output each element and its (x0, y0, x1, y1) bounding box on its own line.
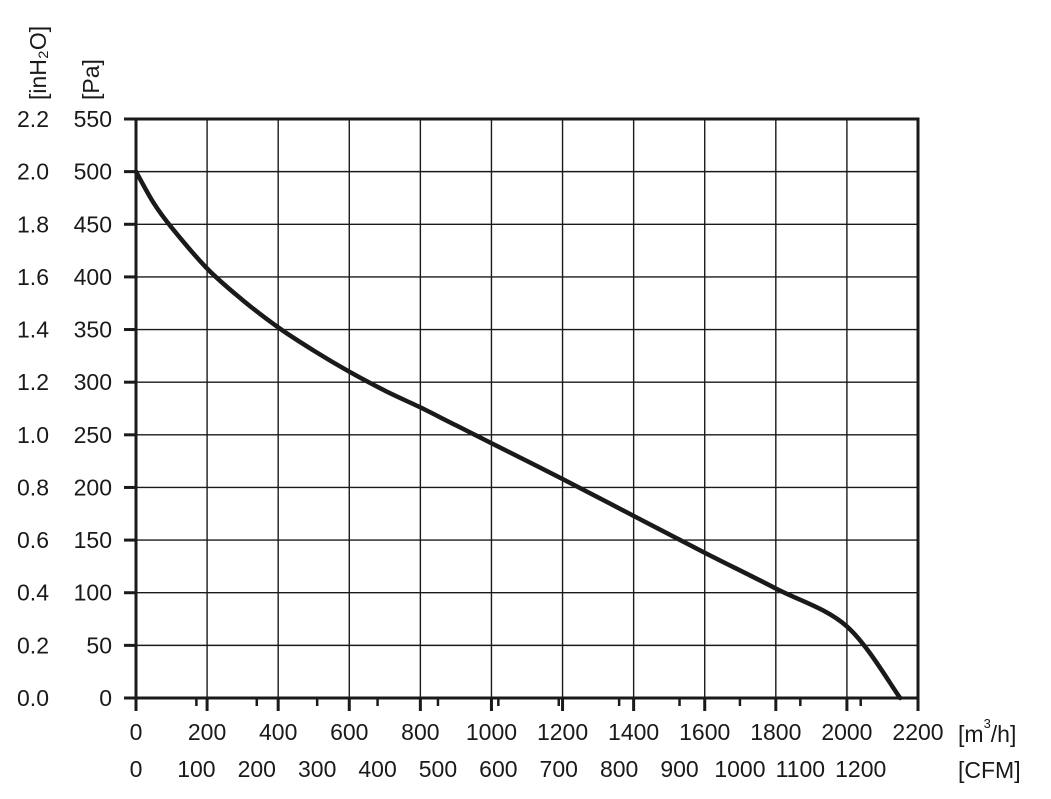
y-secondary-tick-label: 1.0 (17, 422, 49, 448)
x-tick-label: 600 (330, 719, 368, 745)
x-secondary-tick-label: 1200 (835, 756, 886, 782)
y-secondary-tick-label: 0.6 (17, 527, 49, 553)
y-tick-label: 0 (99, 685, 112, 711)
y-secondary-tick-label: 0.0 (17, 685, 49, 711)
y-tick-label: 50 (86, 632, 112, 658)
y-unit-inh2o: [inH₂O] (25, 26, 51, 100)
x-unit-m3h-base: [m (958, 721, 984, 747)
y-tick-label: 100 (74, 580, 112, 606)
x-secondary-tick-label: 1000 (714, 756, 765, 782)
x-secondary-tick-label: 500 (419, 756, 457, 782)
y-tick-label: 350 (74, 317, 112, 343)
x-tick-label: 200 (188, 719, 226, 745)
y-tick-label: 250 (74, 422, 112, 448)
x-tick-label: 2200 (892, 719, 943, 745)
x-tick-label: 800 (401, 719, 439, 745)
plot-border (134, 117, 920, 700)
x-tick-label: 1000 (466, 719, 517, 745)
x-secondary-tick-label: 700 (540, 756, 578, 782)
x-tick-label: 1200 (537, 719, 588, 745)
x-secondary-tick-label: 900 (660, 756, 698, 782)
y-secondary-tick-label: 1.2 (17, 369, 49, 395)
y-secondary-tick-label: 1.8 (17, 211, 49, 237)
x-unit-cfm: [CFM] (958, 757, 1021, 783)
x-unit-m3h: [m3/h] (958, 716, 1016, 747)
x-unit-m3h-tail: /h] (991, 721, 1017, 747)
x-tick-label: 0 (130, 719, 143, 745)
x-secondary-tick-label: 300 (298, 756, 336, 782)
x-secondary-tick-label: 1100 (776, 756, 825, 782)
y-tick-label: 500 (74, 159, 112, 185)
y-secondary-tick-label: 1.6 (17, 264, 49, 290)
plot-frame (124, 117, 920, 711)
curve-layer (133, 169, 903, 701)
y-secondary-tick-label: 2.2 (17, 106, 49, 132)
y-secondary-tick-label: 0.4 (17, 580, 49, 606)
y-secondary-tick-label: 0.8 (17, 474, 49, 500)
x-secondary-tick-label: 400 (358, 756, 396, 782)
tick-labels: 0.0 0.2 0.4 0.6 0.8 1.0 1.2 1.4 1.6 1.8 2.0 2.2 0 50 1… (17, 106, 944, 782)
x-secondary-tick-label: 0 (130, 756, 143, 782)
x-secondary-tick-label: 100 (177, 756, 215, 782)
y-tick-label: 200 (74, 474, 112, 500)
y-tick-label: 150 (74, 527, 112, 553)
y-tick-label: 400 (74, 264, 112, 290)
y-tick-label: 300 (74, 369, 112, 395)
y-secondary-tick-label: 1.4 (17, 317, 49, 343)
x-tick-label: 1400 (608, 719, 659, 745)
x-tick-label: 1800 (750, 719, 801, 745)
y-secondary-tick-label: 2.0 (17, 159, 49, 185)
series-line (133, 169, 903, 701)
y-tick-label: 550 (74, 106, 112, 132)
y-secondary-tick-label: 0.2 (17, 632, 49, 658)
x-unit-m3h-sup: 3 (984, 716, 991, 731)
x-secondary-tick-label: 600 (479, 756, 517, 782)
x-secondary-tick-label: 200 (238, 756, 276, 782)
x-tick-label: 1600 (679, 719, 730, 745)
x-tick-label: 400 (259, 719, 297, 745)
grid (136, 119, 918, 698)
y-tick-label: 450 (74, 211, 112, 237)
x-secondary-tick-label: 800 (600, 756, 638, 782)
y-unit-pa: [Pa] (78, 59, 104, 100)
x-tick-label: 2000 (821, 719, 872, 745)
